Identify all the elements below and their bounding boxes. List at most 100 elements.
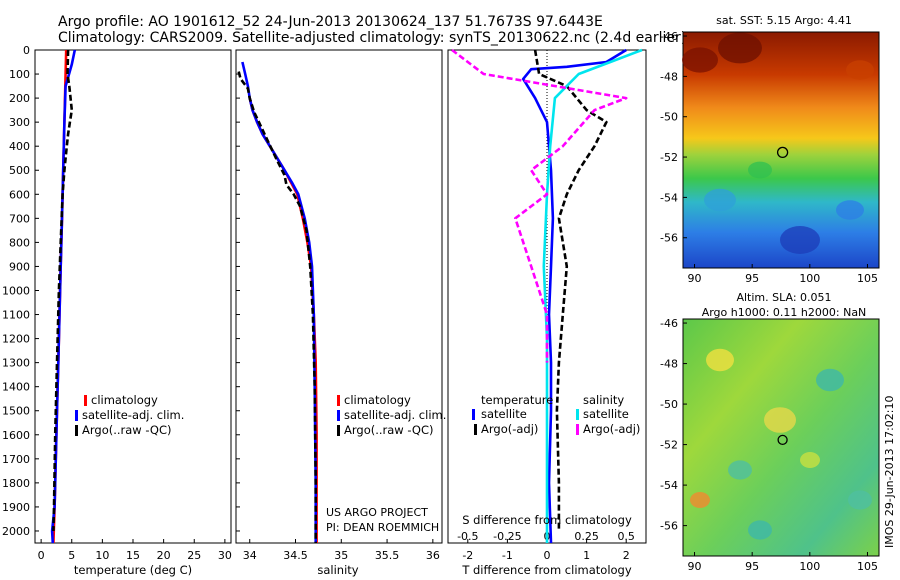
legend-temp-sat: satellite — [481, 407, 527, 421]
sla-texture-patch — [690, 492, 710, 508]
sla-texture-patch — [800, 452, 820, 468]
s-diff-tick-label: 0.5 — [617, 530, 635, 543]
legend-argo-1: Argo(..raw -QC) — [82, 423, 172, 437]
y-tick-label: 400 — [9, 140, 30, 153]
series-line-argo-raw-qc- — [52, 49, 74, 532]
salinity-xlabel: salinity — [317, 563, 358, 577]
x-tick-label: 0 — [38, 549, 45, 562]
y-tick-label: 900 — [9, 260, 30, 273]
legend-sal-argo: Argo(-adj) — [583, 422, 640, 436]
y-tick-label: 600 — [9, 188, 30, 201]
sla-texture-patch — [728, 460, 752, 480]
map-y-tick-label: -52 — [660, 439, 678, 452]
y-tick-label: 1300 — [2, 357, 30, 370]
y-tick-label: 1000 — [2, 284, 30, 297]
x-tick-label: 5 — [68, 549, 75, 562]
y-tick-label: 1900 — [2, 501, 30, 514]
map-x-tick-label: 95 — [745, 560, 759, 573]
x-tick-label: 20 — [157, 549, 171, 562]
map-y-tick-label: -52 — [660, 151, 678, 164]
sla-title2: Argo h1000: 0.11 h2000: NaN — [702, 306, 867, 319]
sst-texture-patch — [718, 32, 762, 64]
header-line1: Argo profile: AO 1901612_52 24-Jun-2013 … — [58, 14, 603, 30]
y-tick-label: 1200 — [2, 333, 30, 346]
legend-climatology-2: climatology — [344, 393, 411, 407]
y-tick-label: 700 — [9, 212, 30, 225]
y-tick-label: 300 — [9, 116, 30, 129]
map-x-tick-label: 90 — [688, 272, 702, 285]
map-y-tick-label: -54 — [660, 479, 678, 492]
x-tick-label: 1 — [583, 549, 590, 562]
y-tick-label: 200 — [9, 92, 30, 105]
y-tick-label: 1600 — [2, 429, 30, 442]
legend-climatology-1: climatology — [91, 393, 158, 407]
map-y-tick-label: -48 — [660, 70, 678, 83]
s-diff-label: S difference from climatology — [462, 513, 632, 527]
map-x-tick-label: 105 — [857, 560, 878, 573]
sst-argo-marker — [776, 146, 789, 159]
legend-sal-header: salinity — [583, 393, 624, 407]
credit-text: US ARGO PROJECT — [326, 506, 428, 519]
sst-texture-patch — [780, 226, 820, 254]
x-tick-label: 25 — [187, 549, 201, 562]
map-x-tick-label: 100 — [799, 560, 820, 573]
y-tick-label: 1400 — [2, 381, 30, 394]
profile-legend-2: climatology satellite-adj. clim. Argo(..… — [337, 393, 446, 437]
sla-texture-patch — [764, 407, 796, 433]
y-tick-label: 1500 — [2, 405, 30, 418]
map-y-tick-label: -46 — [660, 30, 678, 43]
temperature-xlabel: temperature (deg C) — [74, 563, 192, 577]
y-tick-label: 1800 — [2, 477, 30, 490]
map-y-tick-label: -46 — [660, 317, 678, 330]
sst-texture-patch — [704, 188, 736, 212]
pi-text: PI: DEAN ROEMMICH — [326, 521, 439, 534]
map-y-tick-label: -50 — [660, 398, 678, 411]
map-y-tick-label: -54 — [660, 191, 678, 204]
map-y-tick-label: -50 — [660, 111, 678, 124]
series-line-temperature-argo-adj- — [533, 49, 608, 531]
imos-stamp: IMOS 29-Jun-2013 17:02:10 — [883, 395, 896, 548]
y-tick-label: 0 — [23, 44, 30, 57]
map-y-tick-label: -56 — [660, 232, 678, 245]
y-tick-label: 1700 — [2, 453, 30, 466]
legend-satellite-2: satellite-adj. clim. — [344, 408, 446, 422]
x-tick-label: 15 — [126, 549, 140, 562]
series-line-salinity-satellite — [542, 48, 643, 543]
sla-texture-patch — [706, 348, 734, 372]
x-tick-label: 34.5 — [283, 549, 308, 562]
sla-map: Altim. SLA: 0.051 Argo h1000: 0.11 h2000… — [660, 291, 880, 573]
sla-texture-patch — [748, 520, 772, 540]
x-tick-label: 30 — [218, 549, 232, 562]
sla-argo-marker — [777, 434, 788, 446]
difference-panel: -2 -1 0 1 2 -0.5 -0.25 0 0.25 0.5 S difference f… — [447, 48, 647, 577]
sla-title1: Altim. SLA: 0.051 — [736, 291, 831, 304]
x-tick-label: 36 — [426, 549, 440, 562]
map-y-tick-label: -56 — [660, 520, 678, 533]
y-tick-label: 1100 — [2, 309, 30, 322]
x-tick-label: 0 — [544, 549, 551, 562]
legend-sal-sat: satellite — [583, 407, 629, 421]
x-tick-label: 10 — [95, 549, 109, 562]
s-diff-tick-label: -0.25 — [493, 530, 521, 543]
series-line-salinity-argo-adj- — [451, 48, 628, 363]
sla-texture-patch — [848, 490, 872, 510]
map-x-tick-label: 100 — [799, 272, 820, 285]
x-tick-label: 35 — [334, 549, 348, 562]
header-line2: Climatology: CARS2009. Satellite-adjuste… — [58, 30, 686, 46]
legend-argo-2: Argo(..raw -QC) — [344, 423, 434, 437]
sst-texture-patch — [836, 200, 864, 220]
x-tick-label: 34 — [243, 549, 257, 562]
temperature-panel: 0100200300400500600700800900100011001200… — [2, 44, 232, 577]
profile-legend-1: climatology satellite-adj. clim. Argo(..… — [75, 393, 184, 437]
x-tick-label: -2 — [462, 549, 473, 562]
salinity-panel: 34 34.5 35 35.5 36 salinity climatology sate… — [235, 49, 446, 577]
sst-texture-patch — [748, 161, 772, 179]
y-tick-label: 800 — [9, 236, 30, 249]
sst-map: sat. SST: 5.15 Argo: 4.41 90 95 100 105 -46… — [660, 14, 880, 285]
x-tick-label: -1 — [502, 549, 513, 562]
map-x-tick-label: 105 — [857, 272, 878, 285]
map-y-tick-label: -48 — [660, 358, 678, 371]
x-tick-label: 35.5 — [375, 549, 400, 562]
y-tick-label: 2000 — [2, 525, 30, 538]
